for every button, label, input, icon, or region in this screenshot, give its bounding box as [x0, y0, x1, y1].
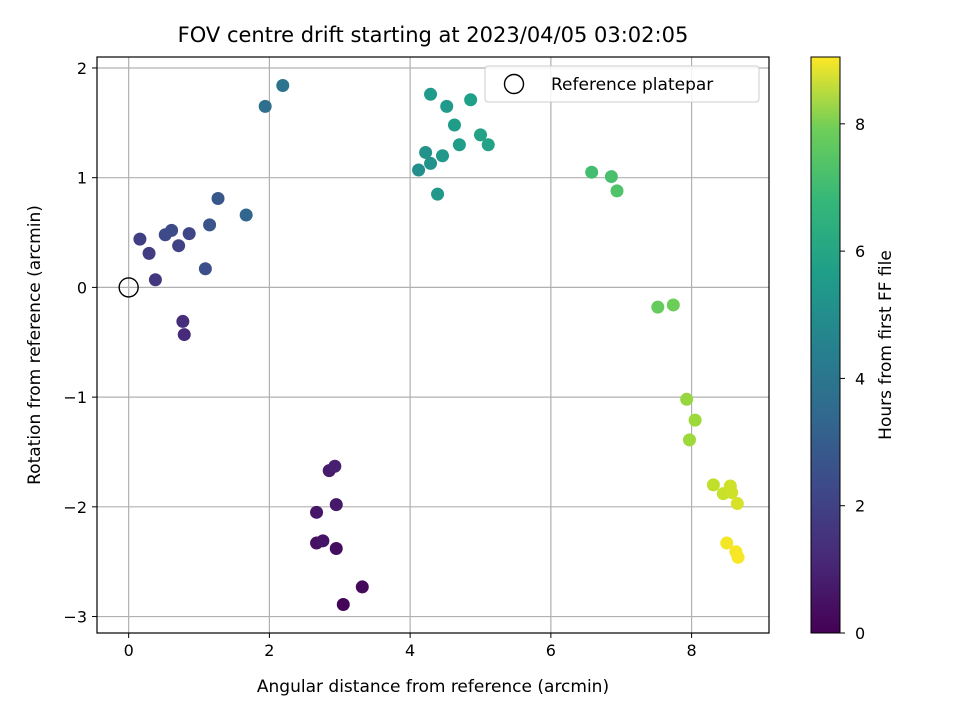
y-tick-label: −1 — [63, 388, 87, 407]
data-point — [464, 93, 478, 107]
reference-marker — [118, 277, 139, 298]
data-point — [239, 208, 253, 222]
colorbar-tick-label: 8 — [855, 115, 865, 134]
y-axis-ticks: −3 −2 −1 0 1 2 — [63, 59, 97, 627]
x-tick-label: 6 — [546, 641, 556, 660]
data-point — [329, 498, 343, 512]
data-point — [604, 170, 618, 184]
colorbar-label: Hours from first FF file — [876, 250, 896, 440]
data-point — [198, 262, 212, 276]
colorbar: 0 2 4 6 8 Hours from first FF file — [810, 56, 896, 643]
data-point — [731, 550, 745, 564]
data-point — [176, 314, 190, 328]
x-axis-label: Angular distance from reference (arcmin) — [257, 677, 609, 697]
data-point — [680, 392, 694, 406]
x-tick-label: 4 — [405, 641, 415, 660]
data-point — [148, 273, 162, 287]
colorbar-tick-label: 2 — [855, 497, 865, 516]
data-point — [725, 486, 739, 500]
x-tick-label: 2 — [264, 641, 274, 660]
data-point — [329, 542, 343, 556]
data-point — [730, 497, 744, 511]
data-point — [452, 138, 466, 152]
data-point — [447, 118, 461, 132]
data-point — [172, 239, 186, 253]
x-tick-label: 0 — [124, 641, 134, 660]
data-point — [133, 232, 147, 246]
data-point — [424, 87, 438, 101]
colorbar-tick-label: 0 — [855, 624, 865, 643]
data-point — [142, 246, 156, 260]
data-point — [165, 223, 179, 237]
data-point — [336, 597, 350, 611]
data-point — [182, 227, 196, 241]
reference-marker-layer — [118, 277, 139, 298]
y-axis-label: Rotation from reference (arcmin) — [25, 205, 45, 485]
data-point — [435, 149, 449, 163]
y-tick-label: −2 — [63, 498, 87, 517]
data-point — [412, 163, 426, 177]
data-point — [258, 99, 272, 113]
legend-box — [484, 65, 760, 103]
y-tick-label: 1 — [77, 169, 87, 188]
data-point — [203, 218, 217, 232]
data-point — [688, 413, 702, 427]
y-tick-label: 0 — [77, 278, 87, 297]
colorbar-tick-label: 4 — [855, 369, 865, 388]
y-tick-label: 2 — [77, 59, 87, 78]
y-tick-label: −3 — [63, 608, 87, 627]
x-tick-label: 8 — [687, 641, 697, 660]
data-point — [419, 145, 433, 159]
plot-frame — [96, 56, 770, 634]
colorbar-ticks: 0 2 4 6 8 — [840, 115, 865, 643]
data-point — [440, 99, 454, 113]
data-point — [666, 298, 680, 312]
data-point — [211, 192, 225, 206]
data-point — [682, 433, 696, 447]
legend: Reference platepar — [484, 65, 760, 103]
data-point — [328, 459, 342, 473]
data-point — [355, 580, 369, 594]
data-points — [133, 79, 745, 611]
data-point — [316, 534, 330, 548]
colorbar-gradient — [810, 56, 841, 634]
data-point — [177, 328, 191, 342]
data-point — [424, 156, 438, 170]
data-point — [310, 505, 324, 519]
legend-marker — [503, 73, 525, 95]
grid — [97, 57, 769, 633]
x-axis-ticks: 0 2 4 6 8 — [124, 633, 697, 660]
data-point — [610, 184, 624, 198]
chart-title: FOV centre drift starting at 2023/04/05 … — [178, 23, 689, 47]
data-point — [481, 138, 495, 152]
data-point — [651, 300, 665, 314]
data-point — [431, 187, 445, 201]
data-point — [473, 128, 487, 142]
data-point — [706, 478, 720, 492]
data-point — [720, 536, 734, 550]
legend-label: Reference platepar — [551, 75, 713, 95]
data-point — [585, 165, 599, 179]
data-point — [276, 79, 290, 93]
colorbar-tick-label: 6 — [855, 242, 865, 261]
